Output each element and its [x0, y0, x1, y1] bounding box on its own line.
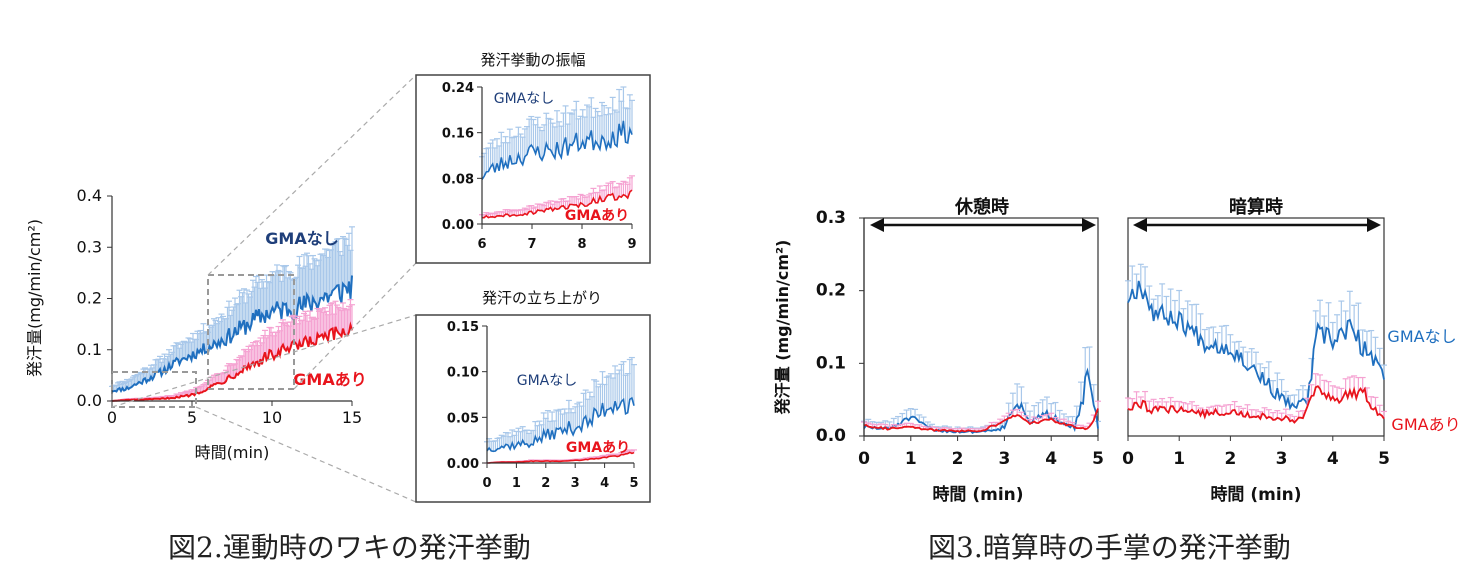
- y-tick-label: 0.0: [816, 426, 846, 446]
- inset-title: 発汗挙動の振幅: [480, 51, 585, 69]
- x-tick-label: 6: [477, 237, 486, 252]
- x-tick-label: 3: [1276, 449, 1288, 469]
- x-tick-label: 5: [1378, 449, 1390, 469]
- series-line-gma-with: [1127, 385, 1385, 424]
- x-tick-label: 5: [187, 408, 197, 427]
- x-tick-label: 0: [107, 408, 117, 427]
- fig3-caption: 図3.暗算時の手掌の発汗挙動: [928, 531, 1291, 564]
- x-tick-label: 9: [627, 237, 636, 252]
- series-label-gma-with: GMAあり: [1391, 415, 1460, 434]
- series-line-gma-none: [486, 396, 635, 453]
- x-tick-label: 7: [527, 237, 536, 252]
- error-bars-with: [861, 400, 1101, 432]
- zoom-guide-line: [207, 74, 417, 276]
- y-tick-label: 0.00: [442, 218, 474, 233]
- x-tick-label: 3: [998, 449, 1010, 469]
- arrow-head: [870, 218, 884, 232]
- y-tick-label: 0.05: [447, 411, 479, 426]
- arrow-head: [1082, 218, 1096, 232]
- y-axis-title: 発汗量 (mg/min/cm²): [773, 240, 792, 416]
- zoom-box-onset: [111, 371, 197, 408]
- y-tick-label: 0.08: [442, 172, 474, 187]
- y-tick-label: 0.4: [77, 186, 102, 205]
- fig2-inset-amplitude: 発汗挙動の振幅 0.00 0.08 0.16 0.24 6 7 8 9 GMAなし GMAあり: [415, 51, 651, 264]
- x-tick-label: 2: [1224, 449, 1236, 469]
- x-tick-label: 4: [1327, 449, 1339, 469]
- y-tick-label: 0.24: [442, 81, 474, 96]
- fig3-calc-panel: 0 1 2 3 4 5 時間 (min) 暗算時 GMAなし GMAあり: [1122, 196, 1461, 505]
- series-line-gma-with: [111, 321, 353, 402]
- series-line-gma-none: [111, 275, 353, 393]
- y-tick-label: 0.16: [442, 127, 474, 142]
- panel-title: 暗算時: [1229, 196, 1283, 218]
- zoom-guide-line: [293, 262, 417, 390]
- series-line-gma-none: [481, 120, 633, 181]
- arrow-head: [1367, 218, 1381, 232]
- series-label-gma-with: GMAあり: [565, 208, 629, 224]
- error-bars-none: [479, 86, 635, 180]
- inset-title: 発汗の立ち上がり: [482, 289, 602, 307]
- fig2-main-chart: 0.0 0.1 0.2 0.3 0.4 0 5 10 15 発汗量(mg/min/cm²) 時間(m…: [25, 186, 367, 462]
- x-tick-label: 1: [905, 449, 917, 469]
- fig2-caption: 図2.運動時のワキの発汗挙動: [168, 531, 531, 564]
- zoom-guide-line: [111, 314, 417, 408]
- series-line-gma-with: [481, 189, 633, 219]
- y-tick-label: 0.10: [447, 366, 479, 381]
- y-tick-label: 0.1: [816, 353, 846, 373]
- x-axis-title: 時間 (min): [1210, 484, 1301, 505]
- arrow-head: [1133, 218, 1147, 232]
- x-tick-label: 0: [858, 449, 870, 469]
- panel-frame: [1127, 217, 1385, 437]
- x-tick-label: 1: [1173, 449, 1185, 469]
- series-line-gma-none: [1127, 280, 1385, 411]
- inset-frame: [415, 74, 651, 264]
- series-line-gma-with: [863, 408, 1099, 433]
- series-label-gma-none: GMAなし: [494, 91, 555, 107]
- x-tick-label: 0: [1122, 449, 1134, 469]
- series-label-gma-none: GMAなし: [517, 373, 578, 389]
- series-label-gma-none: GMAなし: [265, 229, 338, 248]
- x-tick-label: 0: [482, 476, 491, 491]
- y-tick-label: 0.2: [816, 281, 846, 301]
- y-tick-label: 0.2: [77, 289, 102, 308]
- error-bars-none: [484, 356, 637, 452]
- y-axis-title: 発汗量(mg/min/cm²): [25, 219, 44, 377]
- zoom-guide-line: [195, 406, 417, 503]
- error-bars-none: [1125, 263, 1387, 408]
- x-tick-label: 4: [600, 476, 609, 491]
- series-label-gma-with: GMAあり: [293, 370, 366, 389]
- x-tick-label: 3: [571, 476, 580, 491]
- panel-frame: [863, 217, 1099, 437]
- x-axis-title: 時間(min): [195, 443, 270, 462]
- series-line-gma-with: [486, 451, 635, 464]
- x-tick-label: 1: [512, 476, 521, 491]
- y-tick-label: 0.3: [816, 208, 846, 228]
- x-tick-label: 15: [342, 408, 362, 427]
- series-label-gma-with: GMAあり: [566, 440, 630, 456]
- inset-frame: [415, 314, 651, 503]
- x-tick-label: 2: [541, 476, 550, 491]
- x-tick-label: 5: [1092, 449, 1104, 469]
- fig2-zoom-guides: [111, 74, 417, 503]
- x-axis-title: 時間 (min): [932, 484, 1023, 505]
- zoom-box-amplitude: [207, 274, 295, 390]
- x-tick-label: 4: [1045, 449, 1057, 469]
- series-label-gma-none: GMAなし: [1387, 327, 1456, 346]
- fig3-rest-panel: 0.0 0.1 0.2 0.3 0 1 2 3 4 5 発汗量 (mg/min/cm²) 時間 (mi…: [773, 196, 1104, 505]
- y-tick-label: 0.00: [447, 457, 479, 472]
- x-tick-label: 8: [577, 237, 586, 252]
- x-tick-label: 10: [262, 408, 282, 427]
- y-tick-label: 0.3: [77, 237, 102, 256]
- x-tick-label: 2: [952, 449, 964, 469]
- y-tick-label: 0.1: [77, 340, 102, 359]
- panel-title: 休憩時: [954, 196, 1009, 218]
- y-tick-label: 0.0: [77, 391, 102, 410]
- fig2-inset-onset: 発汗の立ち上がり 0.00 0.05 0.10 0.15 0 1 2 3 4 5 GMAなし GMAあり: [415, 289, 651, 503]
- x-tick-label: 5: [629, 476, 638, 491]
- y-tick-label: 0.15: [447, 320, 479, 335]
- error-bars-none: [109, 226, 355, 392]
